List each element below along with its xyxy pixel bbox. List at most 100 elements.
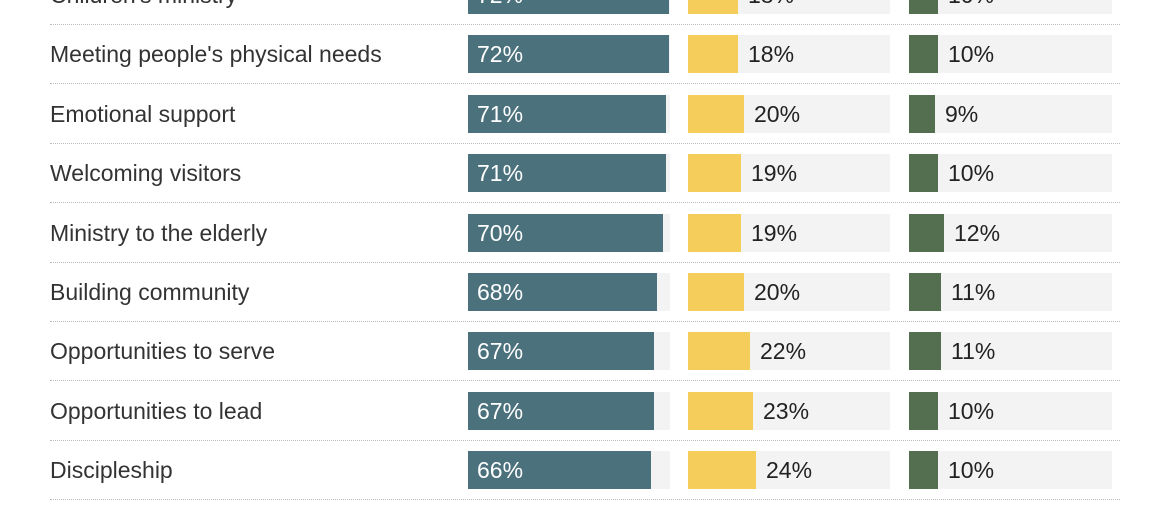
bar-col3 [909, 213, 944, 252]
chart-row: Building community 68% 20% 11% [0, 263, 1170, 322]
category-label: Building community [50, 279, 250, 305]
data-label: 18% [748, 41, 795, 68]
row-divider [50, 202, 1120, 204]
bar-track: 66% [468, 451, 670, 490]
bar-col3 [909, 391, 938, 430]
chart-row: Meeting people's physical needs 72% 18% 10% [0, 25, 1170, 85]
bar-track: 24% [688, 451, 890, 490]
data-label: 22% [760, 338, 807, 365]
category-label: Ministry to the elderly [50, 219, 268, 246]
bar-col1 [468, 451, 651, 490]
bar-col1 [468, 154, 666, 193]
data-label: 67% [477, 397, 524, 424]
bar-track: 67% [468, 391, 670, 430]
bar-track: 72% [468, 0, 670, 14]
bar-track: 10% [909, 154, 1112, 193]
bar-track: 71% [468, 94, 670, 133]
row-divider [50, 380, 1120, 382]
bar-track: 19% [688, 213, 890, 252]
data-label: 23% [763, 397, 810, 424]
data-label: 72% [477, 41, 524, 68]
bar-col1 [468, 94, 666, 133]
data-label: 66% [477, 457, 524, 484]
bar-col1 [468, 213, 663, 252]
bar-track: 9% [909, 94, 1112, 133]
row-divider [50, 261, 1120, 263]
chart-row: Emotional support 71% 20% 9% [0, 85, 1170, 144]
bar-track: 11% [909, 273, 1112, 311]
bar-col1 [468, 0, 669, 14]
bar-track: 18% [688, 35, 890, 74]
data-label: 10% [948, 0, 994, 14]
chart-row: Opportunities to serve 67% 22% 11% [0, 322, 1170, 382]
bar-col2 [688, 35, 738, 74]
data-label: 71% [477, 100, 524, 127]
bar-track: 22% [688, 332, 890, 371]
data-label: 20% [754, 100, 801, 127]
bar-col1 [468, 273, 657, 311]
bar-col1 [468, 35, 669, 74]
data-label: 18% [748, 0, 794, 14]
bar-track: 10% [909, 451, 1112, 490]
row-divider [50, 499, 1120, 501]
bar-track: 10% [909, 0, 1112, 14]
row-divider [50, 142, 1120, 144]
row-divider [50, 83, 1120, 85]
data-label: 19% [751, 160, 798, 187]
category-label: Discipleship [50, 457, 173, 484]
data-label: 10% [948, 41, 995, 68]
bar-track: 68% [468, 273, 670, 311]
chart-row: Discipleship 66% 24% 10% [0, 441, 1170, 501]
bar-track: 67% [468, 332, 670, 371]
bar-col3 [909, 273, 941, 311]
data-label: 70% [477, 219, 524, 246]
chart-row: Ministry to the elderly 70% 19% 12% [0, 204, 1170, 263]
bar-track: 10% [909, 391, 1112, 430]
bar-track: 72% [468, 35, 670, 74]
bar-col3 [909, 0, 938, 14]
data-label: 10% [948, 457, 995, 484]
chart-row: Welcoming visitors 71% 19% 10% [0, 144, 1170, 204]
bar-track: 18% [688, 0, 890, 14]
bar-track: 71% [468, 154, 670, 193]
bar-col2 [688, 391, 753, 430]
bar-col2 [688, 332, 750, 371]
bar-col2 [688, 154, 741, 193]
bar-col1 [468, 391, 654, 430]
data-label: 11% [951, 279, 996, 305]
bar-col2 [688, 213, 741, 252]
data-label: 20% [754, 279, 801, 305]
data-label: 19% [751, 219, 798, 246]
data-label: 72% [477, 0, 523, 14]
category-label: Opportunities to lead [50, 397, 263, 424]
chart-row: Children's ministry 72% 18% 10% [0, 0, 1170, 25]
category-label: Welcoming visitors [50, 160, 242, 187]
category-label: Meeting people's physical needs [50, 41, 382, 68]
bar-track: 70% [468, 213, 670, 252]
bar-col1 [468, 332, 654, 371]
bar-col3 [909, 154, 938, 193]
bar-col2 [688, 273, 744, 311]
bar-col2 [688, 0, 738, 14]
data-label: 11% [951, 338, 996, 365]
bar-track: 19% [688, 154, 890, 193]
row-divider [50, 321, 1120, 322]
data-label: 12% [954, 219, 1001, 246]
bar-col3 [909, 94, 935, 133]
category-label: Opportunities to serve [50, 338, 276, 365]
row-divider [50, 24, 1120, 25]
data-label: 10% [948, 397, 995, 424]
row-divider [50, 439, 1120, 441]
data-label: 10% [948, 160, 995, 187]
category-label: Emotional support [50, 100, 236, 127]
bar-col3 [909, 35, 938, 74]
category-label: Children's ministry [50, 0, 237, 25]
data-label: 9% [945, 100, 979, 127]
bar-track: 12% [909, 213, 1112, 252]
data-label: 67% [477, 338, 524, 365]
bar-col2 [688, 94, 744, 133]
data-label: 68% [477, 279, 524, 305]
data-label: 24% [766, 457, 813, 484]
bar-track: 20% [688, 273, 890, 311]
bar-col2 [688, 451, 756, 490]
